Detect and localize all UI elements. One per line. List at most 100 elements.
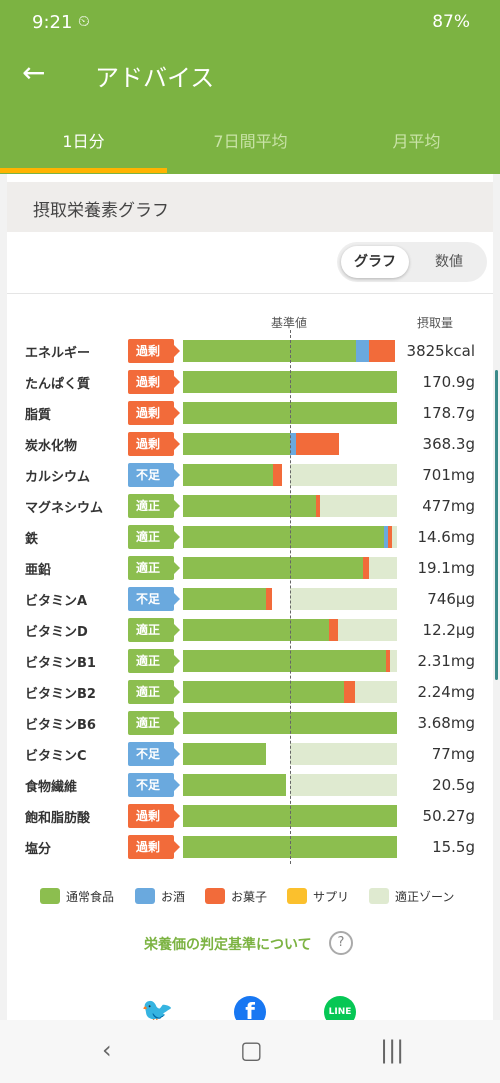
intake-bar [183,650,397,672]
column-header-base: 基準値 [271,316,308,330]
legend-label: お酒 [161,890,186,904]
status-badge: 適正 [128,556,180,580]
nutrient-row: 脂質 過剰 178.7g [7,400,493,426]
baseline-marker [290,330,291,864]
nutrient-row: 食物繊維 不足 20.5g [7,772,493,798]
battery-level: 87% [432,12,470,32]
view-toggle: グラフ 数値 [337,242,487,282]
system-nav-bar: ‹ ▢ ||| [0,1020,500,1083]
intake-value: 701mg [422,466,475,484]
legend-label: お菓子 [231,890,268,904]
intake-value: 50.27g [422,807,475,825]
status-time: 9:21 [32,12,73,33]
legend-label: 通常食品 [66,890,115,904]
nutrient-row: ビタミンB1 適正 2.31mg [7,648,493,674]
nutrient-name: たんぱく質 [25,377,91,392]
bar-segment-normal [183,774,286,796]
status-badge: 不足 [128,463,180,487]
optimal-zone [290,464,397,486]
nav-recents-icon[interactable]: ||| [380,1036,405,1064]
legend-swatch [205,888,225,904]
nutrient-row: ビタミンB6 適正 3.68mg [7,710,493,736]
alarm-icon: ⏲ [78,12,90,30]
nutrient-row: たんぱく質 過剰 170.9g [7,369,493,395]
intake-value: 170.9g [422,373,475,391]
nutrient-name: 飽和脂肪酸 [25,811,91,826]
optimal-zone [290,774,397,796]
legend-swatch [287,888,307,904]
nutrient-name: ビタミンA [25,594,88,609]
intake-value: 20.5g [432,776,475,794]
intake-value: 2.31mg [417,652,475,670]
bar-segment-normal [183,743,266,765]
nav-back-icon[interactable]: ‹ [102,1036,112,1064]
nutrient-name: 亜鉛 [25,563,52,578]
nav-home-icon[interactable]: ▢ [240,1036,263,1064]
nutrient-name: カルシウム [25,470,91,485]
nutrient-name: ビタミンD [25,625,88,640]
intake-value: 3825kcal [406,342,475,360]
intake-value: 178.7g [422,404,475,422]
nutrient-name: ビタミンB2 [25,687,96,702]
status-badge: 適正 [128,711,180,735]
bar-segment-snacks [316,495,320,517]
intake-bar [183,340,397,362]
tab-one-day[interactable]: 1日分 [62,132,105,151]
bar-segment-normal [183,650,386,672]
page-title: アドバイス [95,64,215,92]
toggle-numbers-button[interactable]: 数値 [435,254,463,270]
legend-swatch [40,888,60,904]
bar-segment-normal [183,464,273,486]
nutrient-name: 鉄 [25,532,39,547]
nutrient-row: カルシウム 不足 701mg [7,462,493,488]
nutrient-row: ビタミンC 不足 77mg [7,741,493,767]
intake-value: 746μg [427,590,475,608]
status-badge: 不足 [128,587,180,611]
intake-bar [183,495,397,517]
intake-value: 14.6mg [417,528,475,546]
status-badge: 適正 [128,649,180,673]
nutrient-name: 脂質 [25,408,52,423]
status-badge: 過剰 [128,401,180,425]
bar-segment-normal [183,340,356,362]
intake-value: 12.2μg [422,621,475,639]
legend-label: サプリ [313,890,350,904]
nutrient-name: マグネシウム [25,501,104,516]
arrow-back-icon[interactable]: ← [22,56,46,89]
nutrient-name: ビタミンC [25,749,87,764]
help-icon[interactable]: ? [329,931,353,955]
status-badge: 不足 [128,742,180,766]
intake-value: 477mg [422,497,475,515]
bar-segment-alcohol [356,340,369,362]
intake-value: 77mg [431,745,475,763]
nutrient-row: 炭水化物 過剰 368.3g [7,431,493,457]
bar-segment-snacks [388,526,392,548]
nutrient-row: ビタミンB2 適正 2.24mg [7,679,493,705]
nutrient-graph-card: 摂取栄養素グラフ グラフ 数値 基準値 摂取量 エネルギー 過剰 3825kcal た… [7,174,493,1054]
status-badge: 過剰 [128,339,180,363]
tab-seven-day-average[interactable]: 7日間平均 [213,132,288,151]
status-badge: 適正 [128,494,180,518]
bar-segment-alcohol [384,526,388,548]
nutrient-name: 塩分 [25,842,52,857]
status-badge: 過剰 [128,835,180,859]
toggle-graph-button[interactable]: グラフ [341,246,409,278]
bar-segment-snacks [296,433,339,455]
status-bar: 9:21 ⏲ 87% [0,0,500,44]
criteria-link[interactable]: 栄養価の判定基準について [144,937,312,953]
scrollbar[interactable] [495,370,498,680]
tab-monthly-average[interactable]: 月平均 [392,132,441,151]
intake-bar [183,433,397,455]
card-header: 摂取栄養素グラフ [7,182,493,232]
intake-bar [183,464,397,486]
intake-bar [183,557,397,579]
divider [7,293,493,294]
bar-segment-normal [183,588,266,610]
status-badge: 適正 [128,525,180,549]
intake-bar [183,743,397,765]
intake-bar [183,774,397,796]
intake-value: 368.3g [422,435,475,453]
intake-bar [183,588,397,610]
bar-segment-snacks [369,340,395,362]
app-bar: ← アドバイス [0,44,500,106]
